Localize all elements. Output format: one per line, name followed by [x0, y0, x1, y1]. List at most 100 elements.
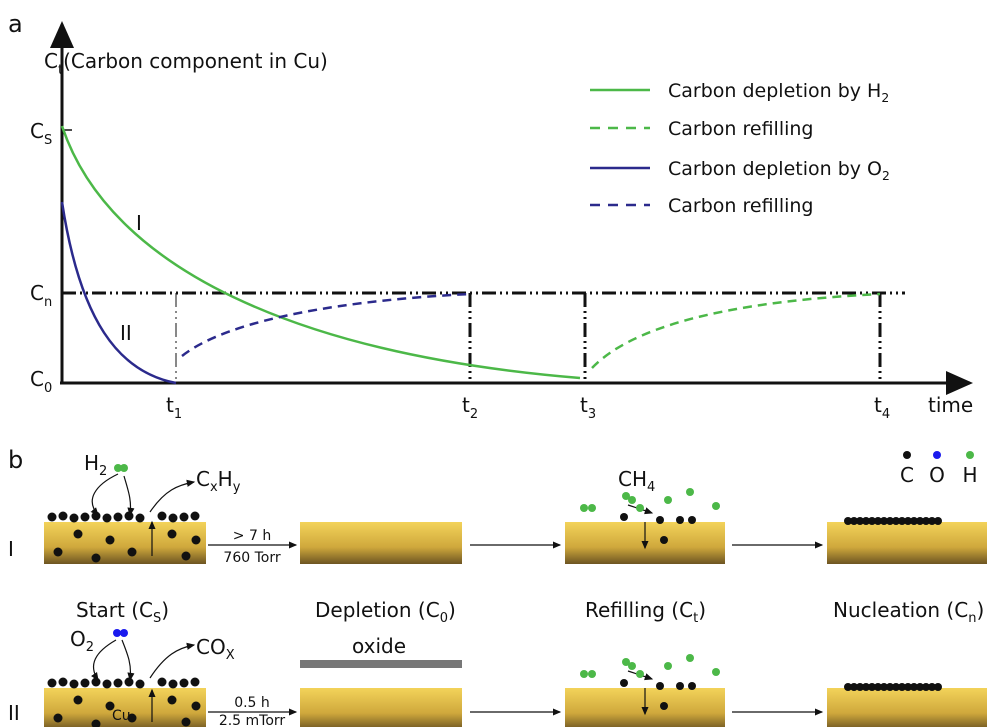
row-label: I — [8, 537, 14, 561]
atom — [120, 629, 128, 637]
atom — [660, 536, 668, 544]
atom — [136, 680, 145, 689]
atom — [656, 516, 664, 524]
condition-label: 2.5 mTorr — [219, 713, 286, 727]
atom — [688, 682, 696, 690]
atom — [180, 513, 189, 522]
atom — [81, 513, 90, 522]
atom — [620, 513, 628, 521]
x-tick-label: t2 — [462, 393, 478, 422]
atom — [628, 496, 636, 504]
legend-dot — [933, 451, 941, 459]
atom — [712, 502, 720, 510]
atom — [688, 516, 696, 524]
legend-dot — [966, 451, 974, 459]
atom — [934, 517, 942, 525]
legend — [590, 90, 650, 205]
atoms — [48, 464, 943, 727]
atom — [92, 512, 101, 521]
atom — [712, 668, 720, 676]
row-label: II — [8, 701, 20, 725]
atom — [934, 683, 942, 691]
atom — [686, 654, 694, 662]
panel-label: a — [8, 10, 23, 38]
species-label: CxHy — [196, 467, 241, 495]
species-label: COX — [196, 635, 235, 663]
legend-label: C — [900, 463, 914, 487]
atom — [48, 679, 57, 688]
legend-label: Carbon refilling — [668, 195, 813, 217]
species-label: H2 — [84, 451, 107, 479]
atom — [70, 514, 79, 523]
atom — [158, 678, 167, 687]
atom — [54, 714, 63, 723]
atom — [660, 702, 668, 710]
atom — [106, 536, 115, 545]
atom — [125, 512, 134, 521]
atom — [74, 530, 83, 539]
atom — [136, 514, 145, 523]
x-tick-label: t1 — [166, 393, 182, 422]
stage-label: Refilling (Ct) — [585, 598, 706, 626]
x-axis-title: time — [928, 393, 973, 417]
atom — [59, 512, 68, 521]
legend-label: H — [962, 463, 977, 487]
stage-label: Depletion (C0) — [315, 598, 456, 626]
atom — [113, 629, 121, 637]
threshold-lines — [62, 293, 905, 383]
atom — [169, 680, 178, 689]
legend-dot — [903, 451, 911, 459]
atom — [580, 670, 588, 678]
atom — [125, 678, 134, 687]
atom — [114, 679, 123, 688]
process-arrows — [92, 474, 822, 722]
atom — [664, 496, 672, 504]
condition-label: > 7 h — [233, 528, 271, 544]
legend-label: Carbon refilling — [668, 118, 813, 140]
atom — [114, 513, 123, 522]
x-tick-label: t4 — [874, 393, 890, 422]
y-axis-title: Ct(Carbon component in Cu) — [44, 49, 328, 78]
atom — [48, 513, 57, 522]
atom — [168, 696, 177, 705]
species-label: CH4 — [618, 467, 655, 495]
figure: a Ct(Carbon component in Cu) CS Cn C0 t1… — [0, 0, 991, 727]
atom — [168, 530, 177, 539]
atom — [70, 680, 79, 689]
atom — [588, 670, 596, 678]
atom — [192, 702, 201, 711]
y-tick-label: Cn — [30, 281, 52, 310]
x-tick-label: t3 — [580, 393, 596, 422]
atom — [180, 679, 189, 688]
y-tick-label: CS — [30, 119, 52, 148]
atom — [54, 548, 63, 557]
atom — [92, 554, 101, 563]
stage-label: Nucleation (Cn) — [833, 598, 984, 626]
curve-label: II — [120, 321, 132, 345]
axes — [60, 24, 970, 384]
atom — [191, 678, 200, 687]
atom — [103, 514, 112, 523]
legend-label: O — [929, 463, 945, 487]
atom — [92, 678, 101, 687]
legend-label: Carbon depletion by H2 — [668, 80, 889, 105]
atom — [59, 678, 68, 687]
stage-label: Start (CS) — [76, 598, 169, 626]
atom — [191, 512, 200, 521]
atom — [588, 504, 596, 512]
atom — [656, 682, 664, 690]
legend-label: Carbon depletion by O2 — [668, 158, 890, 183]
atom — [120, 464, 128, 472]
atom — [103, 680, 112, 689]
curve-label: I — [136, 211, 142, 235]
atom — [686, 488, 694, 496]
atom — [676, 682, 684, 690]
atom — [192, 536, 201, 545]
species-label: Cu — [112, 708, 131, 724]
species-label: O2 — [70, 627, 94, 655]
condition-label: 760 Torr — [223, 550, 280, 566]
condition-label: 0.5 h — [234, 695, 270, 711]
atom — [74, 696, 83, 705]
oxide-label: oxide — [352, 634, 406, 658]
atom — [169, 514, 178, 523]
